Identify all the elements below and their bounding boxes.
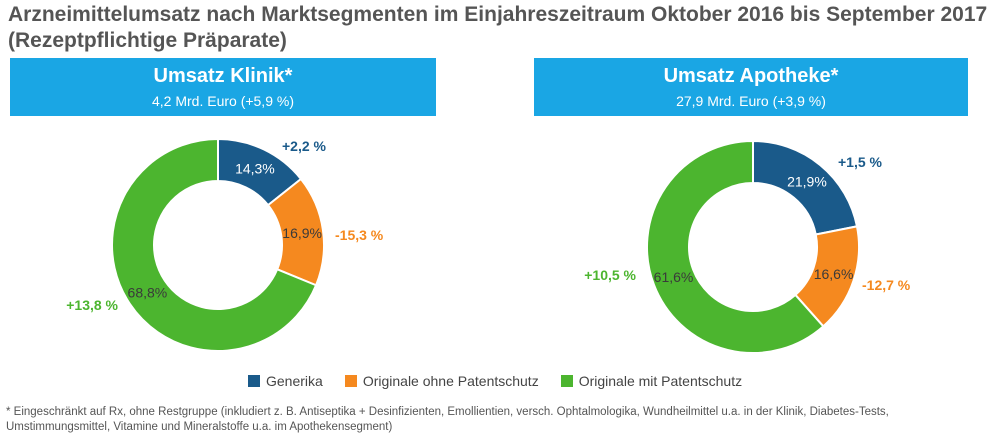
donut-klinik-value-label-mit-patentschutz: 68,8%: [128, 284, 168, 300]
panel-title-klinik: Umsatz Klinik*: [153, 65, 293, 87]
legend-label-mit-patentschutz: Originale mit Patentschutz: [578, 373, 743, 389]
donut-klinik-value-label-generika: 14,3%: [235, 160, 275, 176]
donut-apotheke-change-label-ohne-patentschutz: -12,7 %: [862, 277, 911, 293]
legend-item-mit-patentschutz: Originale mit Patentschutz: [560, 373, 743, 389]
donut-apotheke-change-label-mit-patentschutz: +10,5 %: [584, 267, 636, 283]
subtitle-text: (Rezeptpflichtige Präparate): [8, 29, 287, 52]
panel-subtitle-klinik: 4,2 Mrd. Euro (+5,9 %): [151, 93, 294, 109]
legend-swatch-mit-patentschutz: [560, 375, 573, 387]
legend-swatch-generika: [248, 375, 260, 387]
donut-klinik-value-label-ohne-patentschutz: 16,9%: [282, 225, 322, 241]
donut-apotheke-slice-mit-patentschutz: [646, 139, 825, 354]
legend-label-generika: Generika: [266, 373, 323, 389]
footnote: * Eingeschränkt auf Rx, ohne Restgruppe …: [6, 406, 889, 433]
panel-subtitle-apotheke: 27,9 Mrd. Euro (+3,9 %): [676, 93, 826, 109]
donut-klinik-change-label-mit-patentschutz: +13,8 %: [66, 297, 118, 313]
donut-apotheke-value-label-ohne-patentschutz: 16,6%: [814, 266, 854, 282]
legend-item-ohne-patentschutz: Originale ohne Patentschutz: [344, 373, 539, 389]
donut-apotheke-change-label-generika: +1,5 %: [838, 154, 883, 170]
donut-apotheke-value-label-mit-patentschutz: 61,6%: [654, 269, 694, 285]
donut-klinik-change-label-generika: +2,2 %: [282, 138, 327, 154]
page-title: Arzneimittelumsatz nach Marktsegmenten i…: [8, 2, 993, 54]
legend-item-generika: Generika: [248, 373, 323, 389]
donut-klinik-change-label-ohne-patentschutz: -15,3 %: [335, 227, 384, 243]
title-text: Arzneimittelumsatz nach Marktsegmenten i…: [8, 3, 988, 26]
donut-apotheke-value-label-generika: 21,9%: [787, 173, 827, 189]
panel-header-apotheke: Umsatz Apotheke* 27,9 Mrd. Euro (+3,9 %): [534, 58, 968, 116]
panel-header-klinik: Umsatz Klinik* 4,2 Mrd. Euro (+5,9 %): [10, 58, 436, 116]
legend: Generika Originale ohne Patentschutz Ori…: [248, 371, 764, 391]
panel-title-apotheke: Umsatz Apotheke*: [663, 65, 839, 87]
legend-swatch-ohne-patentschutz: [344, 375, 357, 387]
legend-label-ohne-patentschutz: Originale ohne Patentschutz: [362, 373, 539, 389]
donut-klinik-slice-mit-patentschutz: [111, 137, 318, 352]
